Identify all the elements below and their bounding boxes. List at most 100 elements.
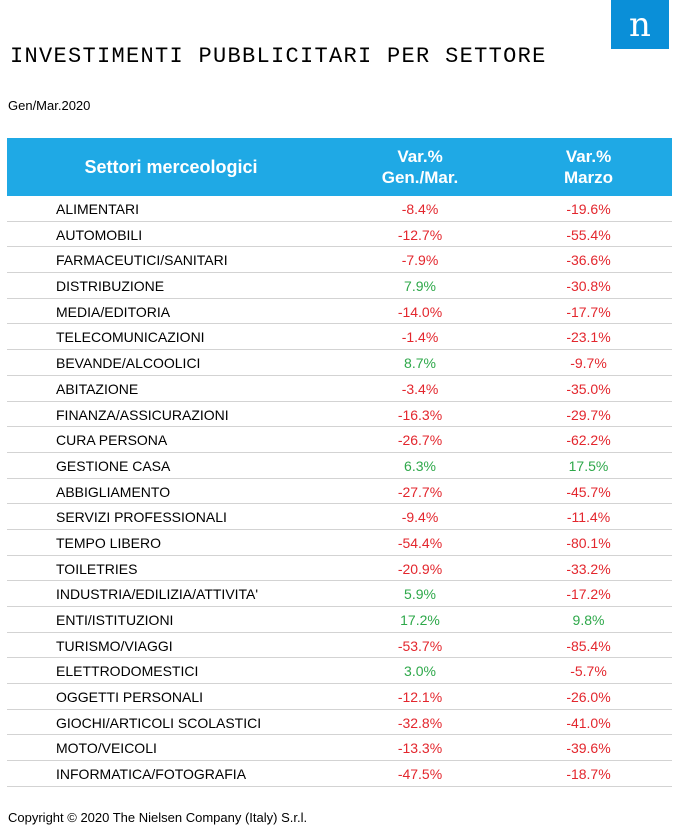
var-q1-cell: -27.7%	[397, 483, 443, 500]
var-march-cell: -9.7%	[570, 355, 607, 372]
var-march-cell: -41.0%	[566, 714, 611, 731]
var-march-cell: -5.7%	[570, 663, 607, 680]
var-march-cell: -23.1%	[566, 329, 611, 346]
sector-cell: DISTRIBUZIONE	[56, 278, 165, 295]
var-q1-cell: 7.9%	[404, 278, 436, 295]
sector-cell: TEMPO LIBERO	[56, 534, 162, 551]
var-q1-cell: 8.7%	[404, 355, 436, 372]
var-q1-cell: -9.4%	[401, 509, 439, 526]
var-march-cell: -29.7%	[566, 406, 611, 423]
copyright-notice: Copyright © 2020 The Nielsen Company (It…	[8, 810, 308, 825]
table-row: OGGETTI PERSONALI -12.1% -26.0%	[7, 684, 672, 710]
var-q1-cell: 5.9%	[404, 586, 436, 603]
sector-cell: FARMACEUTICI/SANITARI	[56, 252, 228, 269]
sector-cell: INDUSTRIA/EDILIZIA/ATTIVITA'	[56, 586, 259, 603]
table-row: MEDIA/EDITORIA -14.0% -17.7%	[7, 299, 672, 325]
sector-cell: MEDIA/EDITORIA	[56, 303, 171, 320]
var-q1-cell: -3.4%	[401, 380, 439, 397]
header-sector: Settori merceologici	[7, 138, 335, 196]
table-row: ENTI/ISTITUZIONI 17.2% 9.8%	[7, 607, 672, 633]
sector-cell: ALIMENTARI	[56, 201, 139, 217]
table-row: GESTIONE CASA 6.3% 17.5%	[7, 453, 672, 479]
sector-cell: MOTO/VEICOLI	[56, 740, 157, 757]
var-q1-cell: -13.3%	[397, 740, 443, 757]
var-march-cell: -80.1%	[566, 534, 611, 551]
table-row: FINANZA/ASSICURAZIONI -16.3% -29.7%	[7, 402, 672, 428]
table-row: AUTOMOBILI -12.7% -55.4%	[7, 222, 672, 248]
var-march-cell: 17.5%	[568, 457, 609, 474]
var-march-cell: -33.2%	[566, 560, 611, 577]
header-sector-label: Settori merceologici	[84, 156, 258, 177]
var-march-cell: -45.7%	[566, 483, 611, 500]
sector-cell: ABBIGLIAMENTO	[56, 483, 171, 500]
table-header: Settori merceologici Var.% Gen./Mar. Var…	[7, 138, 672, 196]
var-march-cell: -11.4%	[566, 509, 611, 526]
table-row: TELECOMUNICAZIONI -1.4% -23.1%	[7, 324, 672, 351]
sector-cell: AUTOMOBILI	[56, 226, 143, 243]
table-row: FARMACEUTICI/SANITARI -7.9% -36.6%	[7, 247, 672, 274]
sector-cell: TURISMO/VIAGGI	[56, 637, 173, 654]
table-body: ALIMENTARI -8.4% -19.6% AUTOMOBILI -12.7% -55…	[7, 196, 672, 787]
var-march-cell: -18.7%	[566, 766, 611, 783]
table-row: ABITAZIONE -3.4% -35.0%	[7, 376, 672, 402]
var-march-cell: -17.7%	[566, 303, 611, 320]
nielsen-logo: n	[611, 0, 669, 49]
table-row: DISTRIBUZIONE 7.9% -30.8%	[7, 273, 672, 299]
var-march-cell: -19.6%	[566, 201, 611, 217]
var-q1-cell: -12.1%	[397, 689, 443, 706]
sector-cell: GIOCHI/ARTICOLI SCOLASTICI	[56, 714, 262, 731]
period-label: Gen/Mar.2020	[8, 98, 91, 113]
table-row: CURA PERSONA -26.7% -62.2%	[7, 427, 672, 453]
sector-cell: CURA PERSONA	[56, 432, 168, 449]
sector-cell: ENTI/ISTITUZIONI	[56, 612, 174, 628]
table-row: ABBIGLIAMENTO -27.7% -45.7%	[7, 479, 672, 505]
var-q1-cell: -47.5%	[397, 766, 443, 783]
var-q1-cell: -20.9%	[397, 560, 443, 577]
var-march-cell: -30.8%	[566, 278, 611, 295]
sector-cell: TELECOMUNICAZIONI	[56, 329, 205, 346]
header-var-q1: Var.% Gen./Mar.	[335, 138, 505, 196]
sector-cell: ABITAZIONE	[56, 380, 139, 397]
var-march-cell: -17.2%	[566, 586, 611, 603]
var-q1-cell: -7.9%	[401, 252, 439, 269]
var-q1-cell: 6.3%	[404, 457, 436, 474]
sector-cell: ELETTRODOMESTICI	[56, 663, 199, 680]
table-row: ELETTRODOMESTICI 3.0% -5.7%	[7, 658, 672, 685]
var-q1-cell: -14.0%	[397, 303, 443, 320]
header-var-q1-line1: Var.%	[397, 147, 443, 166]
var-q1-cell: -32.8%	[397, 714, 443, 731]
table-row: TEMPO LIBERO -54.4% -80.1%	[7, 530, 672, 556]
logo-glyph: n	[629, 4, 651, 45]
var-march-cell: -85.4%	[566, 637, 611, 654]
sector-cell: INFORMATICA/FOTOGRAFIA	[56, 766, 247, 783]
table-row: TOILETRIES -20.9% -33.2%	[7, 556, 672, 582]
var-q1-cell: -54.4%	[397, 534, 443, 551]
var-march-cell: -39.6%	[566, 740, 611, 757]
table-row: INFORMATICA/FOTOGRAFIA -47.5% -18.7%	[7, 761, 672, 787]
var-q1-cell: -53.7%	[397, 637, 443, 654]
sector-cell: GESTIONE CASA	[56, 457, 171, 474]
table-row: BEVANDE/ALCOOLICI 8.7% -9.7%	[7, 350, 672, 376]
sector-cell: BEVANDE/ALCOOLICI	[56, 355, 201, 372]
table-row: TURISMO/VIAGGI -53.7% -85.4%	[7, 633, 672, 659]
var-march-cell: -55.4%	[566, 226, 611, 243]
table-row: SERVIZI PROFESSIONALI -9.4% -11.4%	[7, 504, 672, 530]
table-row: INDUSTRIA/EDILIZIA/ATTIVITA' 5.9% -17.2%	[7, 581, 672, 607]
sector-cell: OGGETTI PERSONALI	[56, 689, 204, 706]
header-var-march: Var.% Marzo	[505, 138, 672, 196]
var-q1-cell: -12.7%	[397, 226, 443, 243]
var-q1-cell: -16.3%	[397, 406, 443, 423]
header-var-q1-line2: Gen./Mar.	[381, 168, 459, 187]
var-march-cell: -62.2%	[566, 432, 611, 449]
sector-cell: TOILETRIES	[56, 560, 138, 577]
var-march-cell: -26.0%	[566, 689, 611, 706]
var-q1-cell: 3.0%	[404, 663, 436, 680]
var-q1-cell: -1.4%	[401, 329, 439, 346]
var-q1-cell: -26.7%	[397, 432, 443, 449]
table-row: MOTO/VEICOLI -13.3% -39.6%	[7, 735, 672, 762]
sector-cell: SERVIZI PROFESSIONALI	[56, 509, 227, 526]
sector-cell: FINANZA/ASSICURAZIONI	[56, 406, 229, 423]
table-row: GIOCHI/ARTICOLI SCOLASTICI -32.8% -41.0%	[7, 710, 672, 736]
var-march-cell: -36.6%	[566, 252, 611, 269]
header-var-march-line1: Var.%	[565, 147, 612, 166]
